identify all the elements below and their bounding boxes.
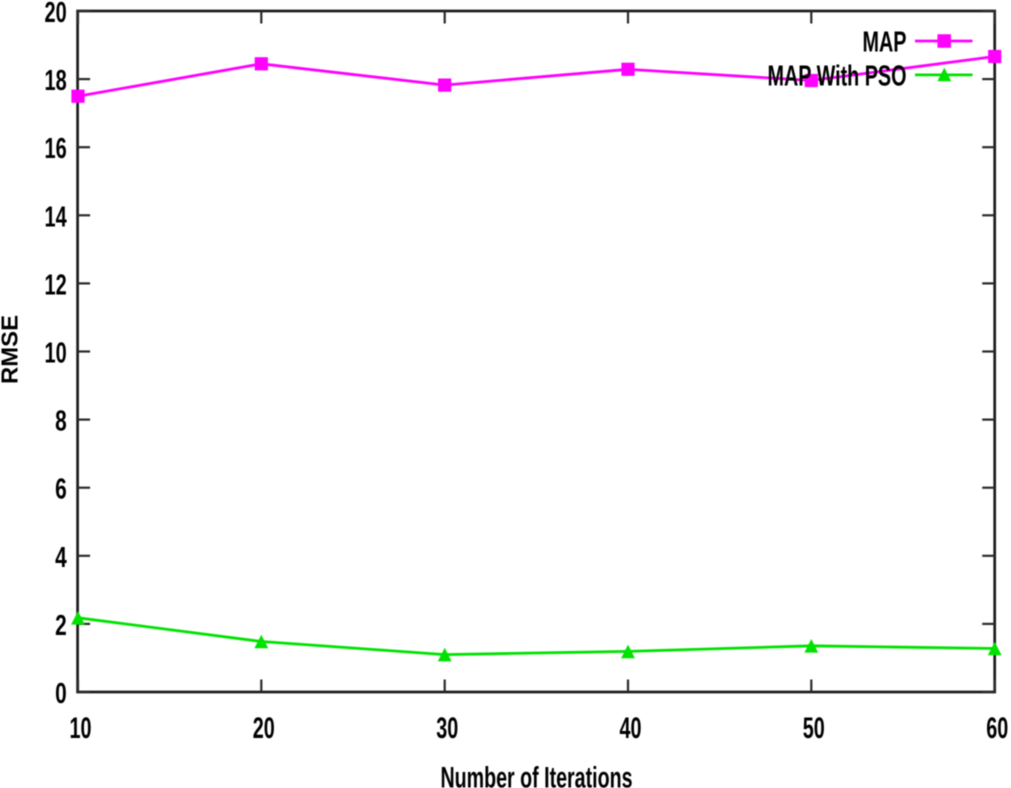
svg-text:2: 2 <box>55 610 67 642</box>
svg-text:10: 10 <box>45 338 67 370</box>
svg-text:14: 14 <box>45 201 67 233</box>
svg-text:50: 50 <box>803 712 825 745</box>
svg-text:RMSE: RMSE <box>0 315 22 384</box>
svg-text:12: 12 <box>45 269 67 301</box>
svg-text:MAP: MAP <box>863 27 907 59</box>
svg-text:10: 10 <box>70 712 92 745</box>
svg-text:20: 20 <box>253 712 275 745</box>
svg-text:4: 4 <box>55 542 67 574</box>
svg-text:30: 30 <box>436 712 458 745</box>
svg-text:MAP With PSO: MAP With PSO <box>768 60 907 92</box>
svg-text:0: 0 <box>55 678 67 710</box>
svg-text:40: 40 <box>620 712 642 745</box>
svg-text:6: 6 <box>55 474 67 506</box>
svg-text:18: 18 <box>45 65 67 97</box>
svg-text:Number of Iterations: Number of Iterations <box>441 761 633 788</box>
svg-text:8: 8 <box>55 406 67 438</box>
svg-text:60: 60 <box>986 712 1008 745</box>
svg-text:20: 20 <box>45 0 67 29</box>
svg-text:16: 16 <box>45 133 67 165</box>
